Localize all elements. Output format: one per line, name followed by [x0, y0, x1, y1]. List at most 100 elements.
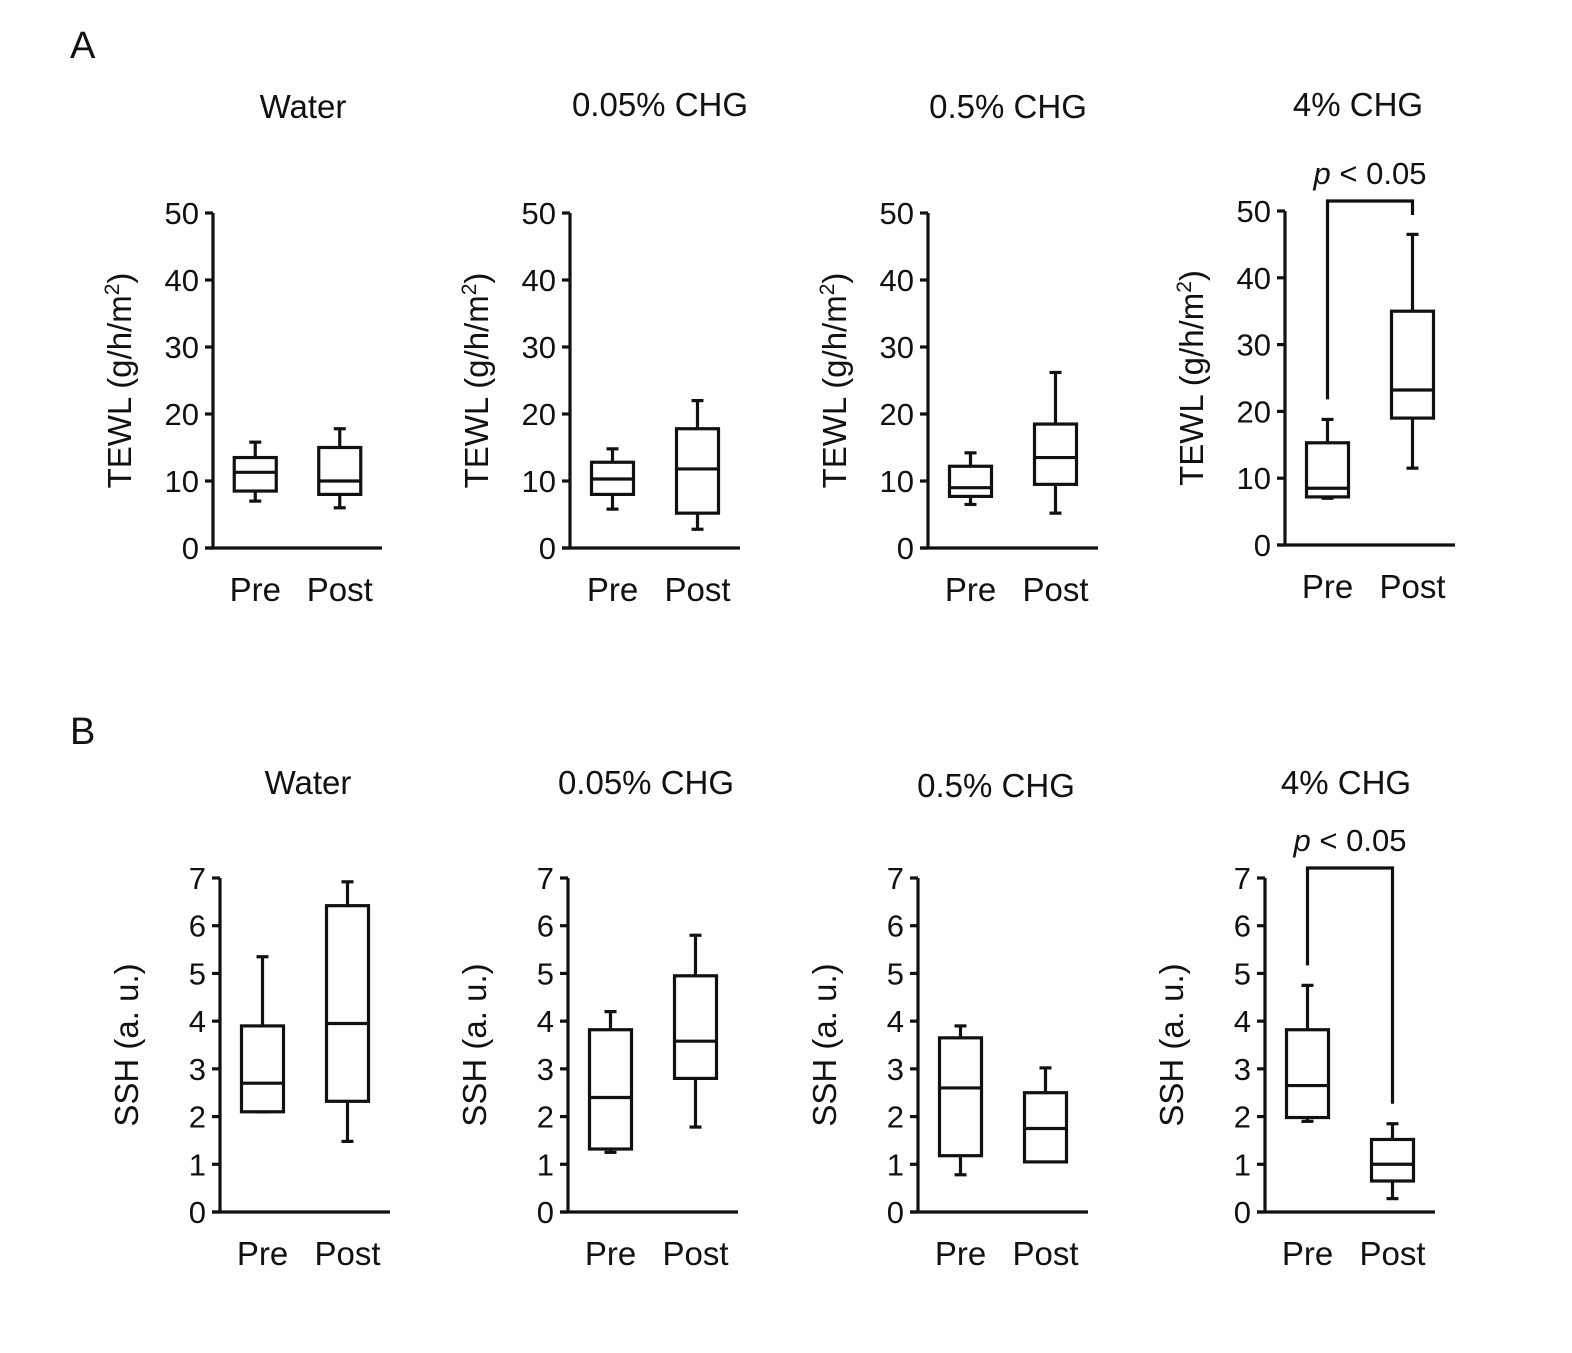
y-tick-label: 20 — [522, 397, 556, 432]
y-tick-label: 40 — [522, 263, 556, 298]
x-category-label: Pre — [1282, 1235, 1333, 1272]
x-category-label: Post — [1379, 568, 1445, 605]
y-tick-label: 6 — [537, 909, 554, 944]
y-tick-label: 1 — [537, 1147, 554, 1182]
significance-bracket — [1305, 866, 1395, 1104]
chart-8: 4% CHG 0 1 2 3 4 5 6 7 SSH (a. u.) Pre Post p < 0.05 — [1153, 764, 1435, 1272]
box-pre — [947, 451, 994, 507]
y-tick-label: 5 — [887, 956, 904, 991]
box-post — [324, 880, 371, 1143]
y-axis-label: TEWL (g/h/m2) — [458, 273, 495, 489]
y-tick-label: 0 — [189, 1195, 206, 1230]
y-tick-label: 50 — [1237, 194, 1271, 229]
x-category-label: Post — [307, 571, 373, 608]
iqr-box — [1032, 422, 1079, 486]
y-tick-label: 4 — [1234, 1004, 1251, 1039]
iqr-box — [239, 1024, 286, 1114]
y-axis-label: TEWL (g/h/m2) — [101, 273, 138, 489]
iqr-box — [672, 974, 719, 1080]
iqr-box — [1389, 309, 1436, 420]
y-tick-label: 10 — [880, 464, 914, 499]
significance-label: p < 0.05 — [1313, 156, 1427, 191]
chart-title: 0.05% CHG — [572, 86, 748, 123]
chart-7: 0.5% CHG 0 1 2 3 4 5 6 7 SSH (a. u.) Pre Post — [806, 767, 1088, 1272]
y-tick-label: 0 — [537, 1195, 554, 1230]
x-category-label: Pre — [945, 571, 996, 608]
y-tick-label: 50 — [522, 196, 556, 231]
y-tick-label: 0 — [182, 531, 199, 566]
x-category-label: Pre — [587, 571, 638, 608]
box-pre — [937, 1024, 984, 1177]
box-pre — [1284, 983, 1331, 1123]
y-tick-label: 5 — [537, 956, 554, 991]
chart-2: 0.05% CHG 0 10 20 30 40 50 TEWL (g/h/m2) Pre Post — [458, 86, 748, 608]
chart-4: 4% CHG 0 10 20 30 40 50 TEWL (g/h/m2) Pre Post p <… — [1173, 86, 1455, 605]
box-pre — [589, 447, 636, 511]
x-category-label: Post — [1012, 1235, 1078, 1272]
iqr-box — [317, 445, 363, 497]
box-post — [317, 427, 363, 510]
significance-bracket — [1325, 199, 1415, 400]
y-tick-label: 2 — [189, 1100, 206, 1135]
y-tick-label: 4 — [887, 1004, 904, 1039]
y-tick-label: 2 — [537, 1100, 554, 1135]
y-tick-label: 7 — [1234, 861, 1251, 896]
iqr-box — [947, 464, 994, 499]
y-axis-label: SSH (a. u.) — [806, 963, 843, 1126]
iqr-box — [674, 427, 721, 515]
x-category-label: Post — [664, 571, 730, 608]
y-tick-label: 7 — [887, 861, 904, 896]
y-tick-label: 0 — [1234, 1195, 1251, 1230]
y-tick-label: 5 — [189, 956, 206, 991]
chart-title: Water — [265, 764, 352, 801]
x-category-label: Post — [662, 1235, 728, 1272]
y-tick-label: 20 — [1237, 394, 1271, 429]
chart-3: 0.5% CHG 0 10 20 30 40 50 TEWL (g/h/m2) Pre Post — [816, 88, 1098, 608]
y-tick-label: 40 — [1237, 261, 1271, 296]
y-tick-label: 20 — [880, 397, 914, 432]
box-pre — [1304, 417, 1351, 500]
significance-label: p < 0.05 — [1293, 823, 1407, 858]
y-tick-label: 0 — [887, 1195, 904, 1230]
x-category-label: Post — [1022, 571, 1088, 608]
y-tick-label: 30 — [1237, 328, 1271, 363]
iqr-box — [587, 1028, 634, 1151]
y-tick-label: 10 — [522, 464, 556, 499]
chart-title: 4% CHG — [1281, 764, 1411, 801]
chart-1: Water 0 10 20 30 40 50 TEWL (g/h/m2) Pre Post — [101, 88, 382, 608]
y-tick-label: 10 — [1237, 461, 1271, 496]
y-axis-label: TEWL (g/h/m2) — [1173, 270, 1210, 486]
y-tick-label: 5 — [1234, 956, 1251, 991]
x-category-label: Post — [1359, 1235, 1425, 1272]
y-tick-label: 3 — [887, 1052, 904, 1087]
y-tick-label: 7 — [189, 861, 206, 896]
box-pre — [239, 955, 286, 1114]
y-tick-label: 1 — [887, 1147, 904, 1182]
x-category-label: Pre — [935, 1235, 986, 1272]
iqr-box — [1284, 1028, 1331, 1120]
y-tick-label: 4 — [537, 1004, 554, 1039]
x-category-label: Pre — [230, 571, 281, 608]
y-tick-label: 3 — [189, 1052, 206, 1087]
y-tick-label: 50 — [880, 196, 914, 231]
y-tick-label: 6 — [189, 909, 206, 944]
chart-title: Water — [260, 88, 347, 125]
y-tick-label: 40 — [880, 263, 914, 298]
x-category-label: Post — [314, 1235, 380, 1272]
x-category-label: Pre — [1302, 568, 1353, 605]
y-tick-label: 0 — [539, 531, 556, 566]
x-category-label: Pre — [585, 1235, 636, 1272]
y-tick-label: 3 — [537, 1052, 554, 1087]
y-tick-label: 30 — [880, 330, 914, 365]
iqr-box — [937, 1036, 984, 1158]
box-post — [1032, 370, 1079, 515]
chart-title: 0.5% CHG — [929, 88, 1087, 125]
y-axis-label: TEWL (g/h/m2) — [816, 273, 853, 489]
box-pre — [232, 440, 278, 503]
box-post — [674, 399, 721, 531]
box-post — [672, 933, 719, 1129]
y-tick-label: 3 — [1234, 1052, 1251, 1087]
chart-6: 0.05% CHG 0 1 2 3 4 5 6 7 SSH (a. u.) Pre Post — [456, 764, 738, 1272]
